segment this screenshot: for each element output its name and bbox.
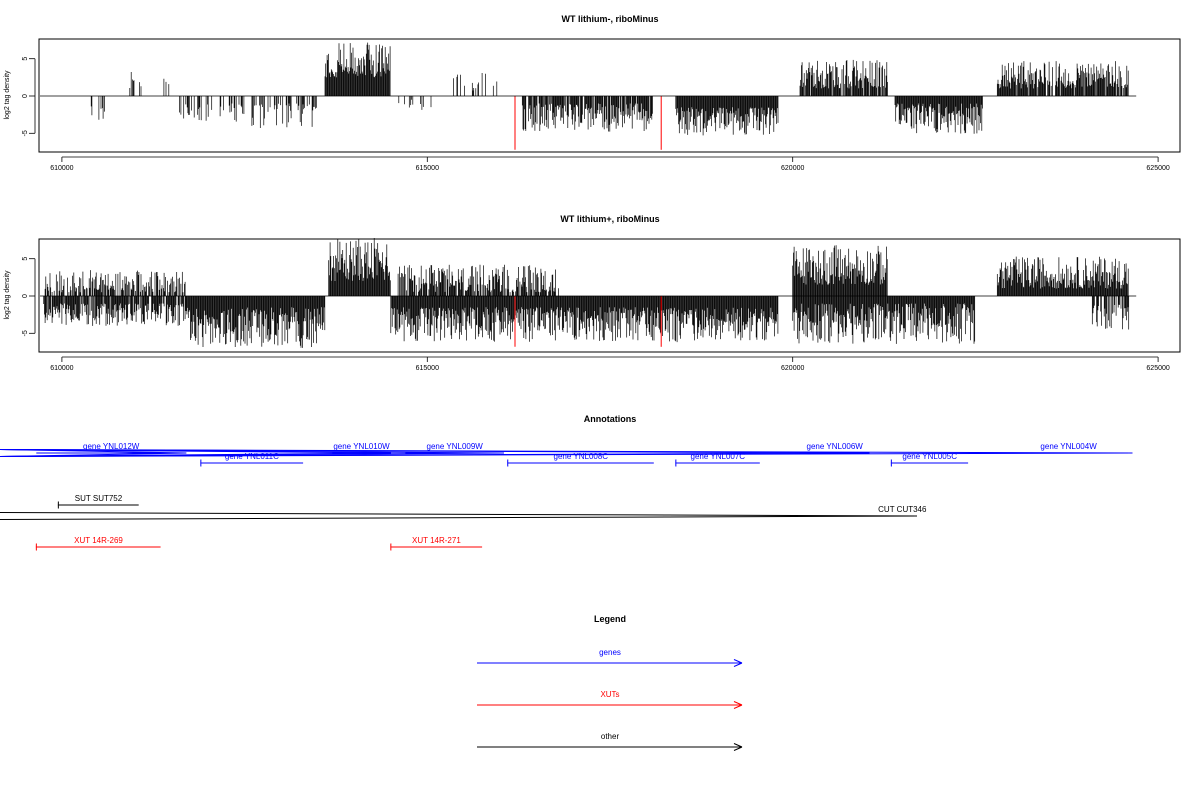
annotation-feature: gene YNL011C [200,452,304,467]
annotation-feature: gene YNL004W [0,442,1133,457]
y-tick-label: 5 [22,57,29,61]
x-tick-label: 625000 [1146,365,1169,372]
annotation-label: SUT SUT752 [75,494,123,503]
x-tick-label: 610000 [50,165,73,172]
annotation-feature: SUT SUT752 [57,494,139,509]
annotation-items: gene YNL012W gene YNL011C gene YNL010W gene… [0,442,1133,551]
annotation-label: XUT 14R-271 [412,536,461,545]
x-axis: 610000 615000 620000 625000 [50,356,1170,372]
x-tick-label: 620000 [781,165,804,172]
annotation-label: gene YNL007C [691,452,746,461]
highlighted-bars [514,96,662,150]
annotation-label: gene YNL004W [1040,442,1097,451]
annotation-label: gene YNL011C [225,452,279,461]
x-tick-label: 615000 [416,165,439,172]
track-bars [90,42,1129,136]
annotation-feature: gene YNL007C [675,452,760,467]
annotation-label: gene YNL005C [902,452,957,461]
legend-entry: other [477,732,743,751]
annotation-label: gene YNL009W [427,442,484,451]
track-bars [43,238,1130,348]
plot-frame [38,238,1181,353]
legend-entry: XUTs [477,690,743,709]
highlighted-bars [514,296,662,347]
panel-title: WT lithium-, riboMinus [562,14,659,24]
annotation-label: CUT CUT346 [878,505,927,514]
x-tick-label: 620000 [781,365,804,372]
panel-title: WT lithium+, riboMinus [560,214,659,224]
annotation-label: gene YNL008C [554,452,609,461]
annotation-label: gene YNL010W [333,442,390,451]
y-tick-label: 5 [22,257,29,261]
legend-label: genes [599,648,621,657]
y-tick-label: 0 [22,294,29,298]
y-axis: 5 0 -5 [22,257,36,336]
annotations-title: Annotations [584,414,637,424]
annotation-label: gene YNL006W [807,442,864,451]
y-axis-label: log2 tag density [4,70,11,120]
legend-label: other [601,732,620,741]
annotation-feature: XUT 14R-269 [35,536,161,551]
track-panel-lithium-plus: WT lithium+, riboMinus 5 0 -5 610000 615000… [4,214,1181,372]
x-tick-label: 610000 [50,365,73,372]
y-tick-label: 0 [22,94,29,98]
legend-items: genes XUTs other [477,648,743,751]
y-axis-label: log2 tag density [4,270,11,320]
annotation-feature: gene YNL008C [507,452,654,467]
x-tick-label: 615000 [416,365,439,372]
legend-entry: genes [477,648,743,667]
annotation-label: XUT 14R-269 [74,536,123,545]
y-axis: 5 0 -5 [22,57,36,136]
plot-frame [38,38,1181,153]
legend-label: XUTs [600,690,619,699]
x-tick-label: 625000 [1146,165,1169,172]
annotation-feature: XUT 14R-271 [390,536,483,551]
y-tick-label: -5 [22,130,29,136]
y-tick-label: -5 [22,330,29,336]
legend: Legend genes XUTs other [477,614,743,751]
legend-title: Legend [594,614,626,624]
annotation-label: gene YNL012W [83,442,140,451]
x-axis: 610000 615000 620000 625000 [50,156,1170,172]
annotation-feature: CUT CUT346 [0,505,927,520]
track-panel-lithium-minus: WT lithium-, riboMinus 5 0 -5 610000 615000… [4,14,1181,172]
annotation-feature: gene YNL005C [890,452,969,467]
